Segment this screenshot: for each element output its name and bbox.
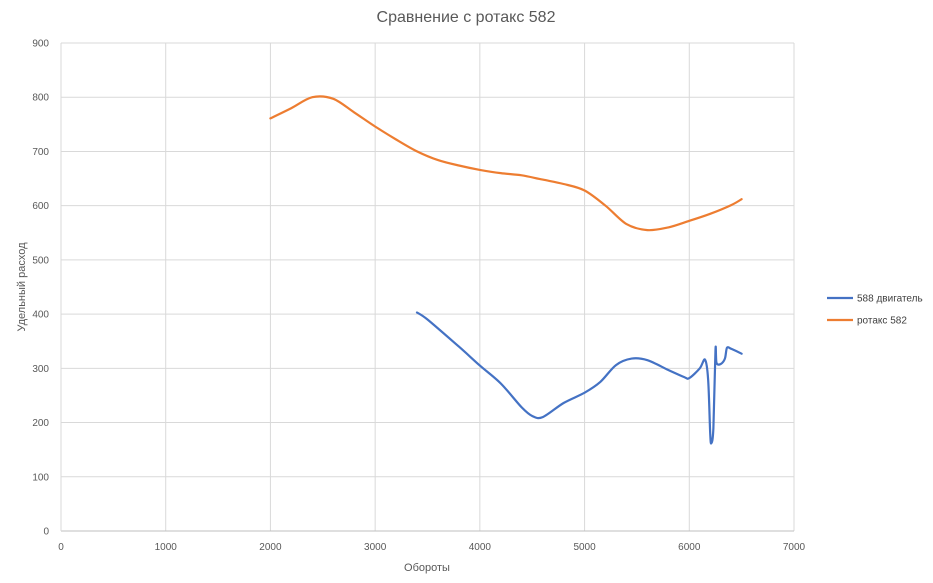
- y-tick-label: 800: [32, 93, 49, 104]
- legend: 588 двигатель ротакс 582: [827, 294, 923, 327]
- y-tick-label: 0: [43, 527, 49, 538]
- series-line-1: [415, 311, 743, 445]
- y-tick-label: 900: [32, 39, 49, 50]
- grid: [61, 42, 795, 531]
- y-tick-labels: 0 100 200 300 400 500 600 700 800 900: [32, 39, 49, 538]
- x-tick-label: 6000: [678, 542, 701, 553]
- y-tick-label: 300: [32, 364, 49, 375]
- legend-label-2: ротакс 582: [857, 316, 907, 327]
- x-tick-label: 3000: [364, 542, 387, 553]
- x-axis-label: Обороты: [404, 562, 450, 574]
- series-line-2: [269, 95, 743, 232]
- axes: [60, 43, 794, 532]
- chart-title: Сравнение с ротакс 582: [377, 9, 556, 26]
- legend-label-1: 588 двигатель: [857, 294, 923, 305]
- y-tick-label: 600: [32, 201, 49, 212]
- y-tick-label: 100: [32, 472, 49, 483]
- y-tick-label: 700: [32, 147, 49, 158]
- y-tick-label: 200: [32, 418, 49, 429]
- y-axis-label: Удельный расход: [16, 242, 28, 332]
- x-tick-label: 7000: [783, 542, 806, 553]
- x-tick-label: 1000: [155, 542, 178, 553]
- y-tick-label: 500: [32, 255, 49, 266]
- x-tick-label: 4000: [469, 542, 492, 553]
- x-tick-label: 2000: [259, 542, 282, 553]
- x-tick-label: 5000: [573, 542, 596, 553]
- series-lines: [269, 95, 743, 445]
- y-tick-label: 400: [32, 310, 49, 321]
- x-tick-label: 0: [58, 542, 64, 553]
- x-tick-labels: 0 1000 2000 3000 4000 5000 6000 7000: [58, 542, 805, 553]
